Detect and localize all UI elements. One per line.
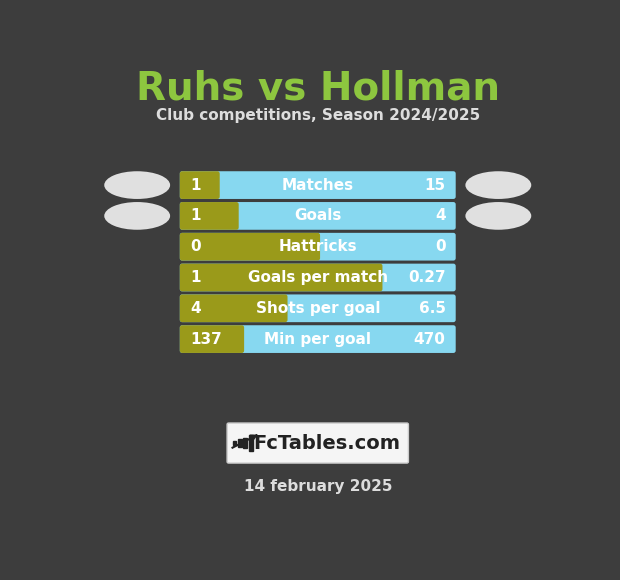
FancyBboxPatch shape [180,171,219,199]
Bar [238,439,242,447]
Text: 0: 0 [435,239,446,254]
Bar [243,438,247,448]
Ellipse shape [104,202,170,230]
Text: 0.27: 0.27 [408,270,446,285]
FancyBboxPatch shape [180,202,456,230]
Text: 470: 470 [414,332,446,347]
Text: 15: 15 [425,177,446,193]
Text: FcTables.com: FcTables.com [254,434,401,452]
FancyBboxPatch shape [180,171,456,199]
Ellipse shape [466,202,531,230]
FancyBboxPatch shape [180,264,383,291]
Bar [232,441,236,445]
Text: 1: 1 [190,208,200,223]
FancyBboxPatch shape [180,264,456,291]
Text: 0: 0 [190,239,200,254]
FancyBboxPatch shape [180,325,456,353]
Text: Goals per match: Goals per match [247,270,388,285]
Text: Min per goal: Min per goal [264,332,371,347]
FancyBboxPatch shape [180,325,244,353]
FancyBboxPatch shape [180,295,288,322]
FancyBboxPatch shape [180,202,239,230]
FancyBboxPatch shape [180,233,456,260]
Text: 1: 1 [190,177,200,193]
FancyBboxPatch shape [180,295,456,322]
Text: 14 february 2025: 14 february 2025 [244,480,392,494]
Text: 4: 4 [190,301,200,316]
Ellipse shape [466,171,531,199]
Text: 4: 4 [435,208,446,223]
Text: 1: 1 [190,270,200,285]
FancyBboxPatch shape [227,423,409,463]
Text: 137: 137 [190,332,221,347]
FancyBboxPatch shape [180,233,320,260]
Text: Ruhs vs Hollman: Ruhs vs Hollman [136,70,500,108]
Bar [249,436,253,451]
Text: 6.5: 6.5 [418,301,446,316]
Ellipse shape [104,171,170,199]
Text: Club competitions, Season 2024/2025: Club competitions, Season 2024/2025 [156,108,480,124]
Text: Matches: Matches [281,177,354,193]
Text: Hattricks: Hattricks [278,239,357,254]
Text: Shots per goal: Shots per goal [255,301,380,316]
Text: Goals: Goals [294,208,342,223]
